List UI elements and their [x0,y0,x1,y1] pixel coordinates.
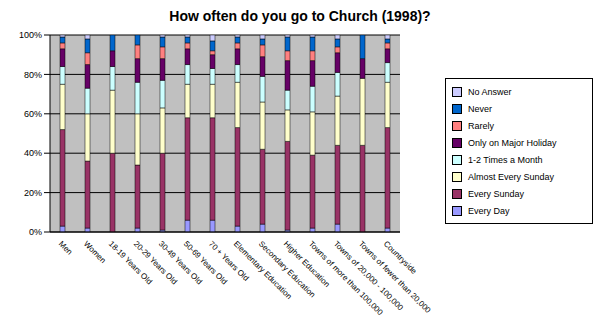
svg-text:60%: 60% [24,109,42,119]
svg-text:Towns of fewer than 20,000: Towns of fewer than 20,000 [357,239,433,315]
html-text:Almost Every Sunday: Almost Every Sunday [468,171,554,182]
svg-text:Secondary Education: Secondary Education [256,239,317,300]
html-text:No Answer: No Answer [468,86,512,97]
svg-text:100%: 100% [19,30,42,40]
svg-text:80%: 80% [24,70,42,80]
svg-text:Men: Men [57,239,74,256]
svg-text:18-19 Years Old: 18-19 Years Old [107,239,154,286]
svg-text:Women: Women [82,239,108,265]
svg-text:Towns of more than 100,000: Towns of more than 100,000 [306,239,385,317]
svg-text:0%: 0% [29,227,42,237]
html-text:Only on Major Holiday: Only on Major Holiday [468,137,557,148]
html-text:1-2 Times a Month: 1-2 Times a Month [468,154,543,165]
html-text:How often do you go to Church: How often do you go to Church (1998)? [169,8,431,24]
html-text:Never: Never [468,103,492,114]
svg-text:40%: 40% [24,148,42,158]
svg-text:Elementary Education: Elementary Education [231,239,294,301]
svg-text:20-29 Years Old: 20-29 Years Old [132,239,179,286]
html-text:Every Sunday: Every Sunday [468,188,524,199]
svg-text:Countryside: Countryside [382,239,419,276]
html-text:Every Day: Every Day [468,205,510,216]
svg-text:20%: 20% [24,188,42,198]
html-text:Rarely: Rarely [468,120,494,131]
svg-text:Higher Education: Higher Education [282,239,332,289]
svg-text:30-49 Years Old: 30-49 Years Old [157,239,204,286]
svg-text:Towns of 20,000 - 100,000: Towns of 20,000 - 100,000 [331,239,405,313]
svg-text:50-69 Years Old: 50-69 Years Old [182,239,229,286]
svg-text:70 + Years Old: 70 + Years Old [206,239,251,283]
